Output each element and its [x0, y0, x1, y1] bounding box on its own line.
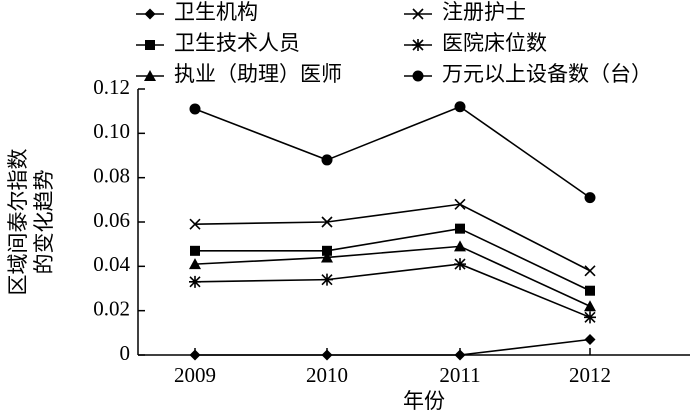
marker-shape	[584, 192, 596, 204]
marker-shape	[144, 8, 156, 20]
marker-shape	[321, 216, 333, 228]
marker	[322, 245, 332, 256]
marker-shape	[454, 349, 466, 361]
series-line	[195, 338, 591, 356]
y-axis-label: 区域间泰尔指数	[6, 149, 30, 296]
y-tick-label: 0.10	[93, 119, 130, 143]
marker	[454, 349, 466, 361]
x-tick-label: 2009	[174, 363, 216, 387]
legend-label: 执业（助理）医师	[174, 62, 342, 86]
marker	[454, 198, 466, 210]
marker-shape	[145, 40, 155, 50]
marker-shape	[584, 311, 596, 324]
x-tick-label: 2011	[439, 363, 480, 387]
marker-shape	[189, 103, 201, 115]
marker	[454, 101, 466, 113]
y-tick-label: 0.04	[93, 252, 130, 276]
marker-shape	[454, 240, 466, 252]
marker-shape	[321, 349, 333, 361]
marker	[144, 8, 156, 20]
marker-shape	[455, 223, 465, 234]
legend-label: 卫生技术人员	[174, 31, 300, 55]
marker-shape	[321, 154, 333, 166]
legend-label: 注册护士	[442, 0, 526, 24]
marker	[454, 240, 466, 252]
marker-shape	[322, 245, 332, 256]
marker-shape	[189, 218, 201, 230]
marker	[455, 223, 465, 234]
marker	[321, 251, 333, 263]
y-axis-label: 的变化趋势	[32, 170, 56, 275]
marker-shape	[412, 70, 424, 82]
legend-label: 医院床位数	[442, 31, 547, 55]
marker	[321, 273, 333, 286]
series-line	[194, 245, 591, 307]
marker	[584, 333, 596, 345]
x-tick-label: 2012	[569, 363, 611, 387]
y-tick-label: 0.02	[93, 296, 130, 320]
marker-shape	[189, 275, 201, 288]
marker-shape	[454, 101, 466, 113]
marker-shape	[585, 285, 595, 296]
marker-shape	[321, 273, 333, 286]
marker-shape	[189, 349, 201, 361]
marker	[585, 285, 595, 296]
marker-shape	[584, 265, 596, 277]
marker	[189, 349, 201, 361]
marker	[412, 8, 424, 20]
marker-shape	[584, 333, 596, 345]
marker	[189, 218, 201, 230]
marker	[584, 192, 596, 204]
marker	[321, 154, 333, 166]
y-tick-label: 0.12	[93, 75, 130, 99]
marker-shape	[144, 70, 156, 81]
series-line	[194, 203, 591, 272]
marker	[454, 258, 466, 271]
legend-label: 万元以上设备数（台）	[442, 62, 652, 86]
marker-shape	[412, 39, 424, 51]
legend-label: 卫生机构	[174, 0, 258, 24]
marker	[412, 70, 424, 82]
marker	[145, 40, 155, 50]
marker	[321, 349, 333, 361]
marker-shape	[412, 8, 424, 20]
marker	[412, 39, 424, 51]
x-tick-label: 2010	[306, 363, 348, 387]
marker-shape	[189, 258, 201, 270]
marker	[584, 300, 596, 312]
y-tick-label: 0.06	[93, 208, 130, 232]
series-line	[194, 105, 591, 199]
marker	[189, 258, 201, 270]
marker-shape	[454, 198, 466, 210]
series-line	[195, 227, 591, 292]
y-tick-label: 0.08	[93, 163, 130, 187]
marker-shape	[190, 245, 200, 256]
marker	[144, 70, 156, 81]
marker	[584, 311, 596, 324]
marker	[190, 245, 200, 256]
marker-shape	[454, 258, 466, 271]
series-line	[194, 263, 591, 319]
marker-shape	[321, 251, 333, 263]
marker	[584, 265, 596, 277]
x-axis-label: 年份	[403, 389, 445, 413]
marker-shape	[584, 300, 596, 312]
marker	[321, 216, 333, 228]
y-tick-label: 0	[120, 341, 131, 365]
marker	[189, 103, 201, 115]
marker	[189, 275, 201, 288]
